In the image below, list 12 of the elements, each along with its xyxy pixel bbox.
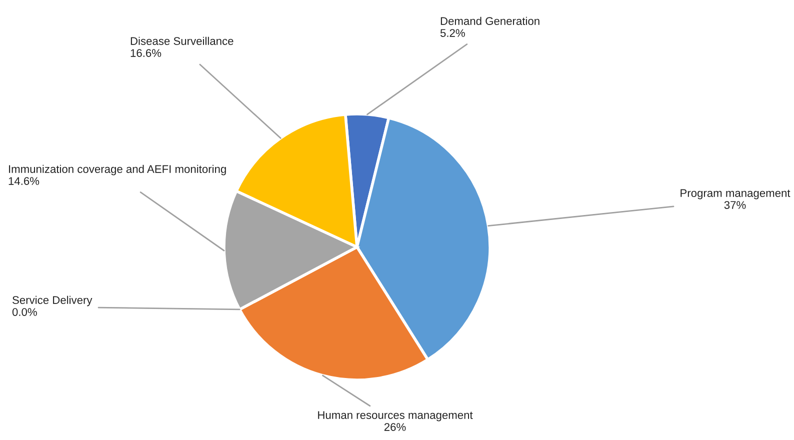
data-label: 14.6%: [8, 177, 40, 185]
data-label: 16.6%: [130, 49, 162, 57]
slice-label: Immunization coverage and AEFI monitoring: [9, 164, 226, 176]
slice-label: Program management: [680, 189, 790, 200]
slice-label: Demand Generation: [440, 16, 540, 25]
text: 0.0%: [12, 308, 37, 316]
category-label: Service Delivery: [12, 296, 92, 306]
data-label: 5.2%: [440, 29, 465, 37]
slice-label: Disease Surveillance: [130, 36, 234, 45]
slice-label: Human resources management: [318, 411, 473, 422]
data-label: 26%: [384, 423, 406, 431]
data-label: 37%: [724, 201, 746, 209]
